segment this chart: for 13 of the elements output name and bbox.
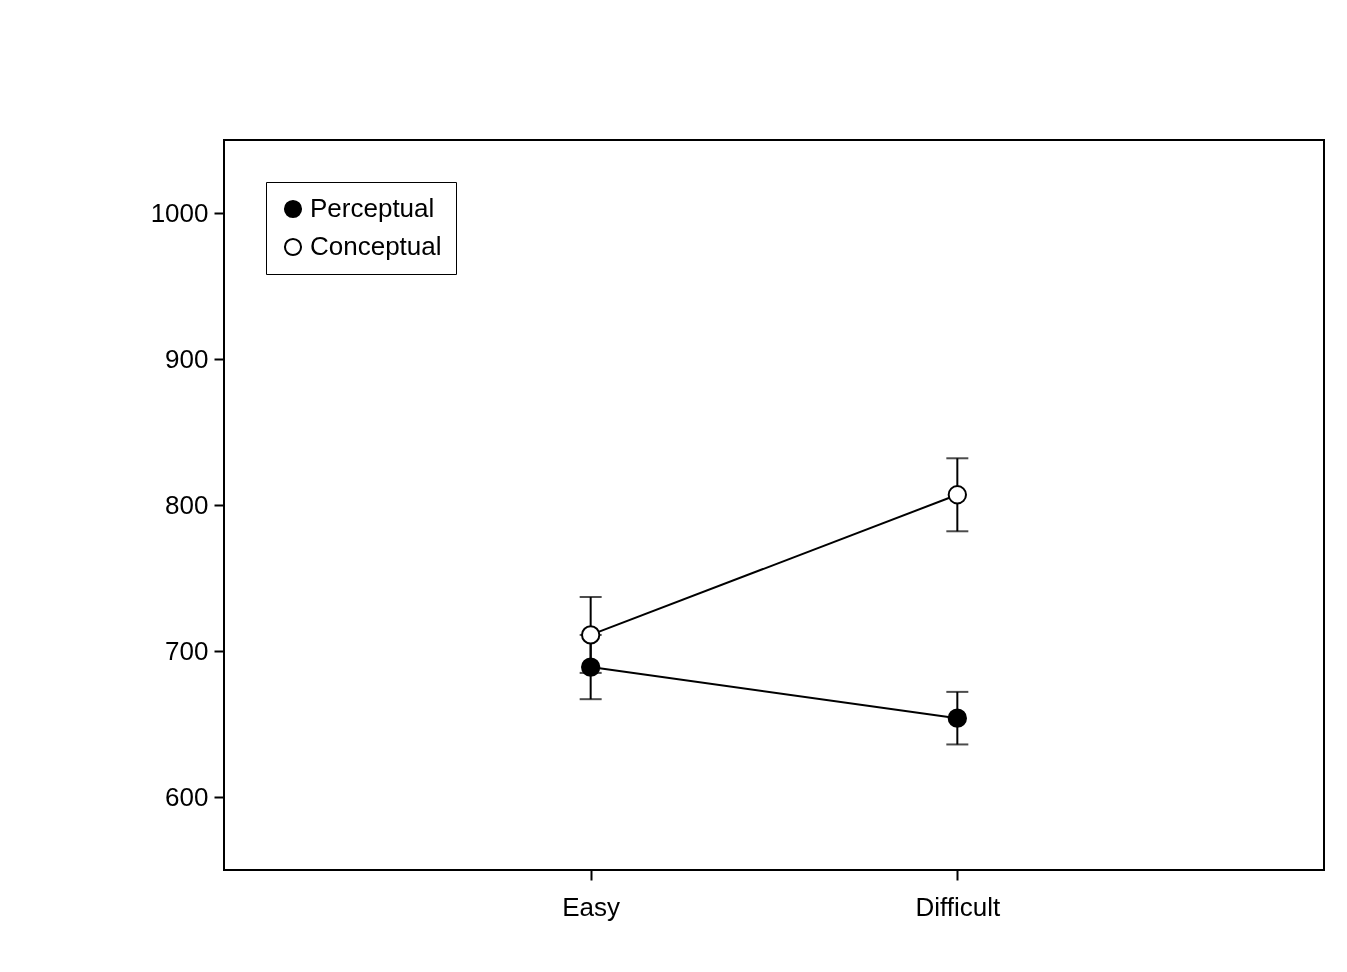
y-tick-label: 900 xyxy=(165,343,209,374)
y-tick-label: 1000 xyxy=(150,197,209,228)
x-tick-label: Difficult xyxy=(915,891,1001,922)
y-tick-label: 600 xyxy=(165,781,209,812)
y-tick-label: 800 xyxy=(165,489,209,520)
y-tick-label: 700 xyxy=(165,635,209,666)
x-tick-label: Easy xyxy=(562,891,621,922)
legend-label: Conceptual xyxy=(310,231,442,261)
point xyxy=(947,708,967,728)
legend-label: Perceptual xyxy=(310,193,435,223)
point xyxy=(947,485,967,505)
point xyxy=(581,625,601,645)
point xyxy=(581,657,601,677)
